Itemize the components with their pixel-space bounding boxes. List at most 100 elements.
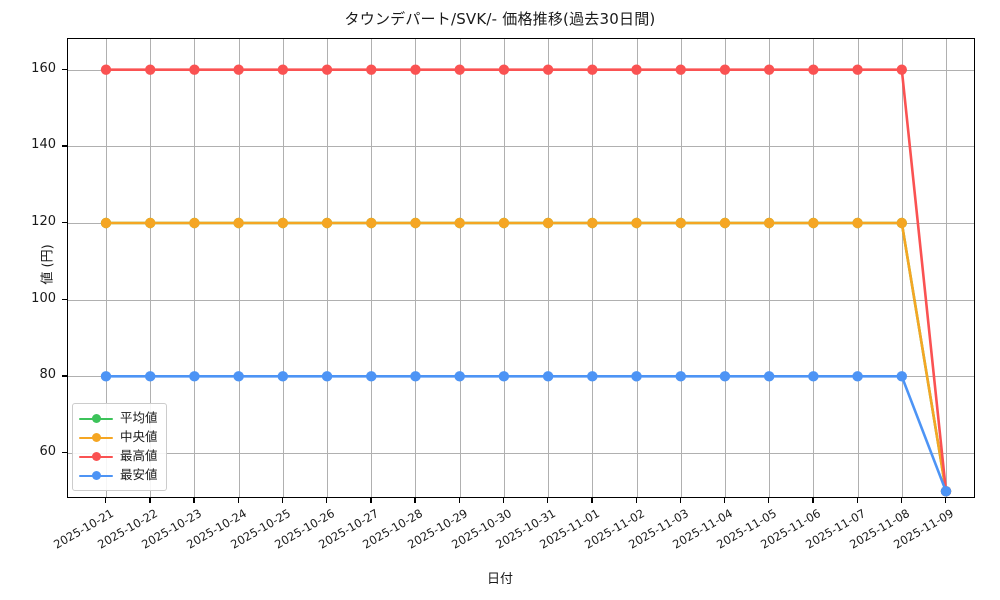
series-lines bbox=[100, 64, 952, 497]
data-point-marker bbox=[719, 64, 731, 75]
data-point-marker bbox=[410, 64, 421, 75]
grid-lines bbox=[68, 39, 974, 497]
x-axis-tick-mark bbox=[723, 498, 726, 503]
data-point-marker bbox=[498, 64, 510, 75]
data-point-marker bbox=[366, 217, 377, 229]
legend-swatch-icon bbox=[79, 412, 113, 426]
legend-label: 最高値 bbox=[120, 448, 158, 464]
legend-label: 中央値 bbox=[120, 429, 158, 445]
data-point-marker bbox=[410, 371, 421, 382]
data-point-marker bbox=[454, 64, 465, 75]
data-point-marker bbox=[808, 64, 819, 75]
x-axis-tick-mark bbox=[237, 498, 239, 503]
legend-dot-icon bbox=[92, 470, 101, 480]
legend-swatch-icon bbox=[79, 469, 113, 483]
gridline-vertical bbox=[238, 39, 240, 497]
chart-title: タウンデパート/SVK/- 価格推移(過去30日間) bbox=[344, 10, 656, 28]
x-axis-tick-mark bbox=[856, 498, 858, 503]
x-axis-tick-mark bbox=[768, 498, 770, 503]
gridline-vertical bbox=[901, 39, 903, 497]
legend-label: 平均値 bbox=[120, 410, 158, 426]
data-point-marker bbox=[454, 371, 465, 382]
data-point-marker bbox=[189, 371, 200, 382]
y-axis-tick-mark bbox=[62, 145, 67, 147]
gridline-vertical bbox=[415, 39, 417, 497]
data-point-marker bbox=[631, 371, 642, 382]
data-point-marker bbox=[233, 217, 244, 229]
y-axis-tick-label: 100 bbox=[31, 290, 56, 306]
gridline-horizontal bbox=[68, 146, 974, 148]
x-axis-tick-mark bbox=[635, 498, 637, 503]
legend-label: 最安値 bbox=[120, 467, 158, 483]
y-axis-tick-mark bbox=[62, 298, 67, 300]
data-point-marker bbox=[808, 371, 819, 382]
y-axis-tick-mark bbox=[62, 222, 67, 224]
y-axis-tick-label: 160 bbox=[31, 60, 56, 76]
x-axis-tick-mark bbox=[326, 498, 328, 503]
gridline-vertical bbox=[592, 39, 594, 497]
legend-swatch-icon bbox=[79, 431, 113, 445]
gridline-vertical bbox=[459, 39, 461, 497]
y-axis-tick-mark bbox=[62, 68, 67, 70]
legend-dot-icon bbox=[92, 413, 101, 423]
data-point-marker bbox=[189, 217, 200, 229]
data-point-marker bbox=[145, 217, 156, 229]
series-line bbox=[104, 68, 948, 493]
y-axis-tick-label: 60 bbox=[39, 444, 56, 459]
data-point-marker bbox=[277, 64, 289, 75]
plot-area bbox=[67, 38, 975, 498]
data-point-marker bbox=[189, 64, 200, 75]
x-axis-tick-mark bbox=[812, 498, 814, 503]
x-axis-label: 日付 bbox=[486, 572, 513, 587]
series-line bbox=[104, 221, 948, 493]
x-axis-tick-mark bbox=[458, 498, 460, 503]
gridline-vertical bbox=[150, 39, 152, 497]
gridline-vertical bbox=[503, 39, 505, 497]
data-point-marker bbox=[321, 371, 333, 382]
gridline-horizontal bbox=[68, 299, 974, 301]
data-point-marker bbox=[675, 217, 686, 229]
y-axis-tick-mark bbox=[62, 452, 67, 454]
gridline-vertical bbox=[813, 39, 815, 497]
x-axis-tick-mark bbox=[193, 498, 195, 503]
x-axis-tick-mark bbox=[149, 498, 151, 503]
data-point-marker bbox=[233, 371, 244, 382]
x-axis-tick-mark bbox=[591, 498, 593, 503]
data-point-marker bbox=[498, 217, 510, 229]
data-point-marker bbox=[719, 371, 731, 382]
gridline-vertical bbox=[769, 39, 771, 497]
legend-item[interactable]: 平均値 bbox=[79, 409, 158, 428]
legend-item[interactable]: 最高値 bbox=[79, 447, 158, 466]
legend-dot-icon bbox=[92, 451, 101, 461]
gridline-vertical bbox=[327, 39, 329, 497]
gridline-vertical bbox=[946, 39, 947, 497]
legend-item[interactable]: 中央値 bbox=[79, 428, 158, 447]
data-point-marker bbox=[763, 217, 775, 229]
gridline-vertical bbox=[282, 39, 284, 497]
data-point-marker bbox=[896, 217, 907, 229]
gridline-vertical bbox=[371, 39, 373, 497]
data-point-marker bbox=[852, 371, 863, 382]
data-point-marker bbox=[542, 217, 554, 229]
data-point-marker bbox=[896, 64, 907, 75]
data-point-marker bbox=[542, 371, 554, 382]
data-point-marker bbox=[100, 64, 112, 75]
data-point-marker bbox=[719, 217, 731, 229]
data-point-marker bbox=[321, 217, 333, 229]
series-line bbox=[104, 221, 948, 493]
legend-dot-icon bbox=[92, 432, 101, 442]
x-axis-tick-mark bbox=[414, 498, 416, 503]
legend-item[interactable]: 最安値 bbox=[79, 466, 158, 485]
data-point-marker bbox=[763, 371, 775, 382]
data-point-marker bbox=[366, 371, 377, 382]
y-axis-tick-label: 80 bbox=[39, 367, 56, 383]
data-point-marker bbox=[940, 486, 952, 497]
data-point-marker bbox=[763, 64, 775, 75]
y-axis-tick-label: 120 bbox=[31, 214, 56, 229]
data-point-marker bbox=[808, 217, 819, 229]
y-axis-tick-mark bbox=[62, 375, 67, 377]
data-point-marker bbox=[321, 64, 333, 75]
data-point-marker bbox=[852, 217, 863, 229]
data-point-marker bbox=[454, 217, 465, 229]
